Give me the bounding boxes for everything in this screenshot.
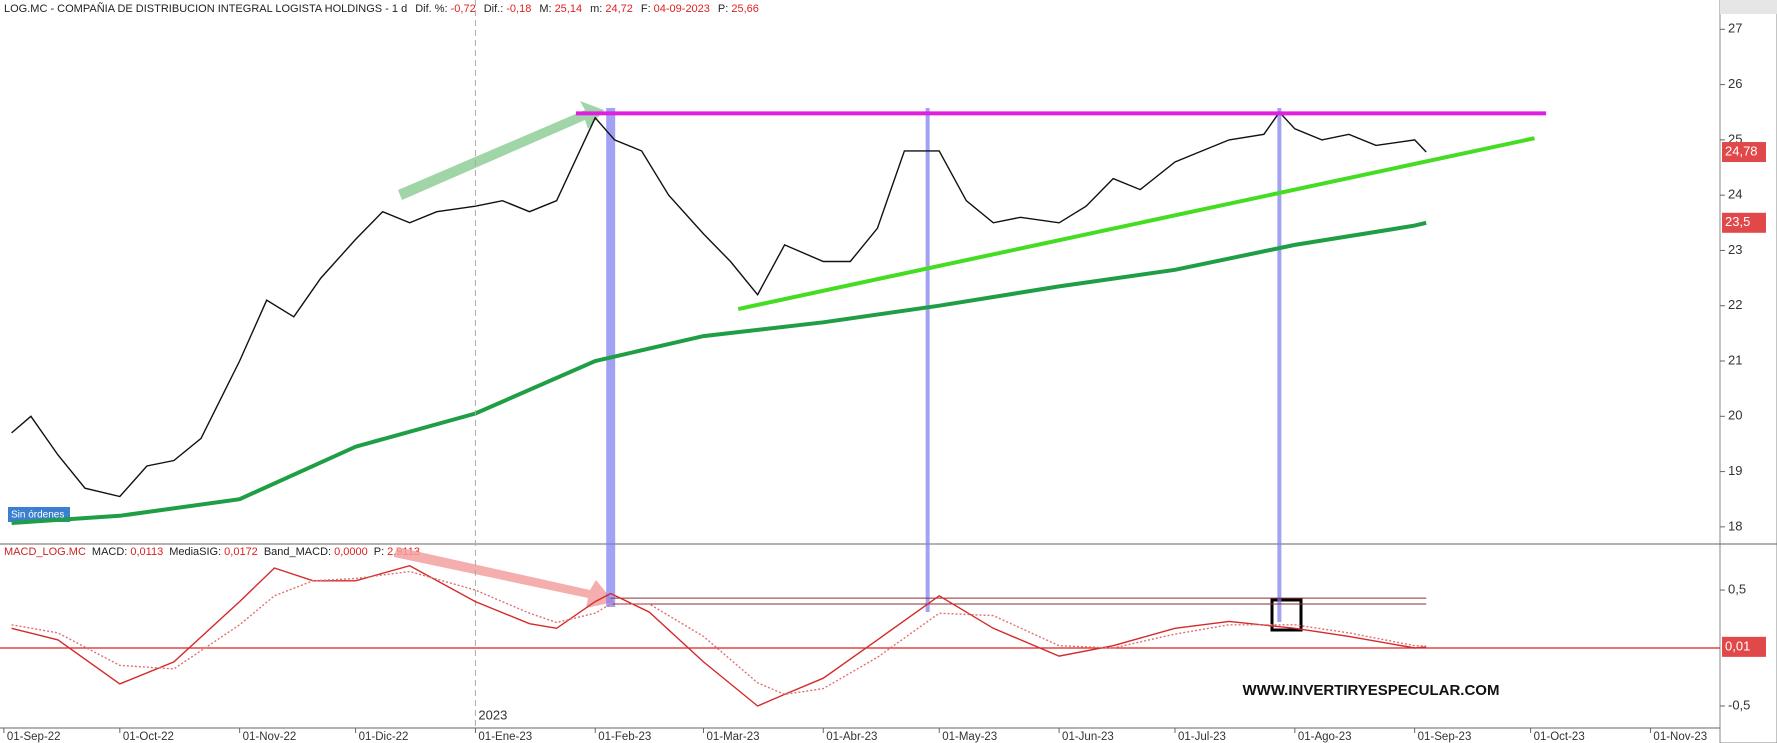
field-label: MACD:: [92, 546, 127, 558]
price-tag: 24,78: [1725, 143, 1758, 158]
field-value: 0,0172: [224, 546, 258, 558]
y-tick-label: 23: [1728, 242, 1742, 257]
x-tick-label: 01-Sep-23: [1418, 731, 1472, 743]
series-line: [11, 220, 1427, 525]
y-tick-label: -0,5: [1728, 697, 1750, 712]
field-value: 25,66: [731, 3, 759, 15]
price-tag: 23,5: [1725, 214, 1750, 229]
y-tick-label: 21: [1728, 352, 1742, 367]
field-label: F:: [641, 3, 651, 15]
trend-line: [737, 136, 1535, 311]
x-tick-label: 01-Ene-23: [478, 731, 532, 743]
x-tick-label: 01-Ago-23: [1298, 731, 1352, 743]
series-line: [11, 111, 1427, 498]
price-tag-box: [1722, 636, 1766, 657]
red-arrow: [394, 547, 614, 608]
y-tick-label: 20: [1728, 408, 1742, 423]
x-tick-label: 01-Feb-23: [598, 731, 651, 743]
x-tick-label: 01-Mar-23: [706, 731, 759, 743]
series-line: [11, 570, 1427, 696]
x-tick-label: 01-Abr-23: [826, 731, 877, 743]
field-value: 25,14: [555, 3, 583, 15]
field-label: Band_MACD:: [264, 546, 331, 558]
field-label: MediaSIG:: [169, 546, 221, 558]
year-label: 2023: [478, 707, 507, 722]
y-tick-label: 19: [1728, 463, 1742, 478]
y-tick-label: 22: [1728, 297, 1742, 312]
y-axis-area: [1719, 0, 1777, 743]
header: LOG.MC - COMPAÑIA DE DISTRIBUCION INTEGR…: [4, 2, 759, 15]
y-tick-label: 18: [1728, 518, 1742, 533]
y-tick-label: 26: [1728, 76, 1742, 91]
field-label: m:: [590, 3, 602, 15]
x-tick-label: 01-Jun-23: [1062, 731, 1114, 743]
field-value: 0,0000: [334, 546, 368, 558]
price-tag-box: [1722, 142, 1766, 163]
field-label: M:: [539, 3, 551, 15]
badge: Sin órdenes: [11, 510, 64, 521]
x-tick-label: 01-Oct-23: [1534, 731, 1585, 743]
field-label: P:: [374, 546, 384, 558]
highlight-box: [1270, 598, 1303, 632]
field-label: Dif.:: [484, 3, 504, 15]
field-value: 0,0113: [130, 546, 163, 558]
corner-bar: [1720, 0, 1777, 14]
price-tag-box: [1722, 212, 1766, 233]
field-value: -0,72: [451, 3, 476, 15]
x-tick-label: 01-Jul-23: [1178, 731, 1226, 743]
y-tick-label: 24: [1728, 187, 1742, 202]
symbol: LOG.MC - COMPAÑIA DE DISTRIBUCION INTEGR…: [4, 2, 407, 15]
field-value: -0,18: [506, 3, 531, 15]
macd-header: MACD_LOG.MC MACD: 0,0113 MediaSIG: 0,0172 Ban…: [4, 546, 420, 558]
x-tick-label: 01-Sep-22: [7, 731, 61, 743]
green-arrow: [398, 101, 604, 200]
macd-title: MACD_LOG.MC: [4, 546, 86, 558]
y-tick-label: 27: [1728, 21, 1742, 36]
x-tick-label: 01-Nov-22: [243, 731, 297, 743]
price-tag: 0,01: [1725, 638, 1750, 653]
x-tick-label: 01-Dic-22: [359, 731, 409, 743]
y-tick-label: 0,5: [1728, 581, 1746, 596]
x-tick-label: 01-Nov-23: [1653, 731, 1707, 743]
series-line: [11, 564, 1427, 707]
watermark: WWW.INVERTIRYESPECULAR.COM: [1243, 682, 1500, 699]
field-value: 24,72: [605, 3, 633, 15]
x-tick-label: 01-May-23: [942, 731, 997, 743]
x-tick-label: 01-Oct-22: [123, 731, 174, 743]
field-label: P:: [718, 3, 728, 15]
field-value: 04-09-2023: [654, 3, 710, 15]
field-label: Dif. %:: [415, 3, 447, 15]
